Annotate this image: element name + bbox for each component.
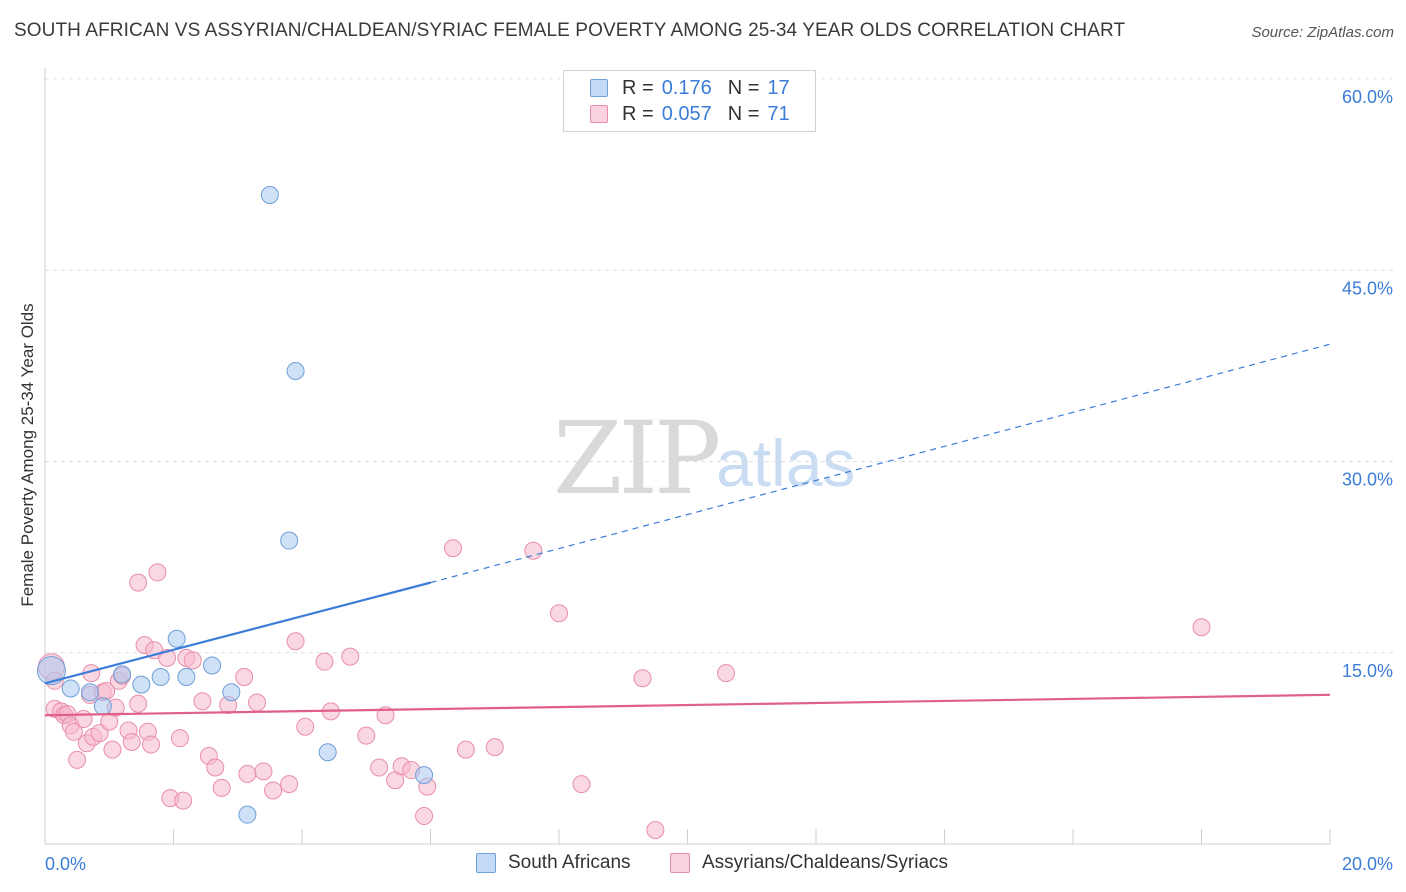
data-point-assyrians [248,693,267,712]
legend-r-label: R = [622,102,654,125]
data-point-assyrians [103,740,122,759]
series-south-africans-points [36,186,434,824]
data-point-assyrians [370,758,389,777]
data-point-assyrians [315,652,334,671]
bottom-legend-swatch-pink [670,853,690,873]
data-point-assyrians [129,573,148,592]
data-point-assyrians [415,806,434,825]
legend-n-value: 71 [767,102,790,125]
data-point-south-africans [260,186,279,205]
legend-row-assyrians: R = 0.057 N = 71 [590,101,790,127]
data-point-assyrians [64,722,83,741]
bottom-legend-swatch-blue [476,853,496,873]
legend-n-label: N = [727,76,760,99]
data-point-south-africans [222,683,241,702]
y-tick-label: 15.0% [1342,661,1393,681]
legend-r-value: 0.176 [661,76,712,99]
trend-line-south-africans-extension [430,343,1331,584]
data-point-assyrians [142,735,161,754]
bottom-legend-label: South Africans [508,852,631,873]
data-point-south-africans [280,531,299,550]
source-label: Source: ZipAtlas.com [1251,24,1394,41]
data-point-south-africans [93,697,112,716]
data-point-assyrians [68,750,87,769]
data-point-assyrians [296,717,315,736]
data-point-assyrians [524,541,543,560]
data-point-assyrians [170,729,189,748]
axes [44,68,1331,845]
data-point-assyrians [148,563,167,582]
data-point-south-africans [151,667,170,686]
data-point-assyrians [90,724,109,743]
data-point-south-africans [286,361,305,380]
data-point-assyrians [717,664,736,683]
data-point-assyrians [443,539,462,558]
trend-line-assyrians [44,693,1331,717]
bottom-legend-assyrians: Assyrians/Chaldeans/Syriacs [670,852,948,874]
legend-swatch-blue [590,79,608,97]
data-point-assyrians [206,758,225,777]
legend-row-south-africans: R = 0.176 N = 17 [590,75,790,101]
legend-n-value: 17 [767,76,790,99]
data-point-assyrians [485,738,504,757]
bottom-legend-label: Assyrians/Chaldeans/Syriacs [702,852,949,873]
data-point-assyrians [646,820,665,839]
data-point-south-africans [80,683,99,702]
data-point-assyrians [341,647,360,666]
data-point-assyrians [550,604,568,623]
data-point-assyrians [1192,618,1211,637]
trend-line-south-africans [44,581,431,685]
y-tick-label: 30.0% [1342,470,1393,490]
data-point-south-africans [132,675,151,694]
legend-swatch-pink [590,105,608,123]
data-point-south-africans [167,629,186,648]
bottom-legend-south-africans: South Africans [476,852,631,874]
data-point-assyrians [122,733,141,751]
data-point-assyrians [183,651,202,670]
legend-r-value: 0.057 [661,102,712,125]
data-point-assyrians [129,694,148,713]
data-point-south-africans [318,743,337,762]
data-point-south-africans [238,805,257,824]
data-point-assyrians [633,669,652,688]
data-point-assyrians [357,726,376,745]
data-point-south-africans [61,679,80,698]
watermark-zip: ZIP [553,400,721,517]
data-point-assyrians [74,710,93,729]
data-point-assyrians [264,781,283,800]
y-tick-label: 60.0% [1342,87,1393,107]
chart-title: SOUTH AFRICAN VS ASSYRIAN/CHALDEAN/SYRIA… [14,20,1126,41]
data-point-south-africans [36,656,66,686]
legend-r-label: R = [622,76,654,99]
data-point-south-africans [177,667,196,686]
data-point-assyrians [235,667,254,686]
x-tick-label: 0.0% [45,854,86,874]
data-point-south-africans [203,656,222,675]
data-point-assyrians [174,791,193,810]
data-point-assyrians [254,762,273,781]
grid-lines [45,78,1395,654]
y-tick-label: 45.0% [1342,278,1393,298]
correlation-legend: R = 0.176 N = 17 R = 0.057 N = 71 [563,70,816,132]
data-point-assyrians [456,740,475,759]
tick-labels: 15.0% 30.0% 45.0% 60.0% 0.0% 20.0% [45,87,1393,874]
y-axis-label: Female Poverty Among 25-34 Year Olds [18,303,37,607]
series-assyrians-points [37,539,1211,839]
watermark-atlas: atlas [716,426,856,500]
data-point-assyrians [193,692,212,711]
trend-lines [44,343,1331,717]
data-point-south-africans [113,665,132,684]
data-point-south-africans [415,766,434,785]
data-point-assyrians [212,778,231,797]
data-point-assyrians [286,632,305,651]
legend-n-label: N = [727,102,760,125]
data-point-assyrians [280,775,299,794]
data-point-assyrians [238,764,257,783]
x-tick-label: 20.0% [1342,854,1393,874]
data-point-assyrians [572,775,591,794]
